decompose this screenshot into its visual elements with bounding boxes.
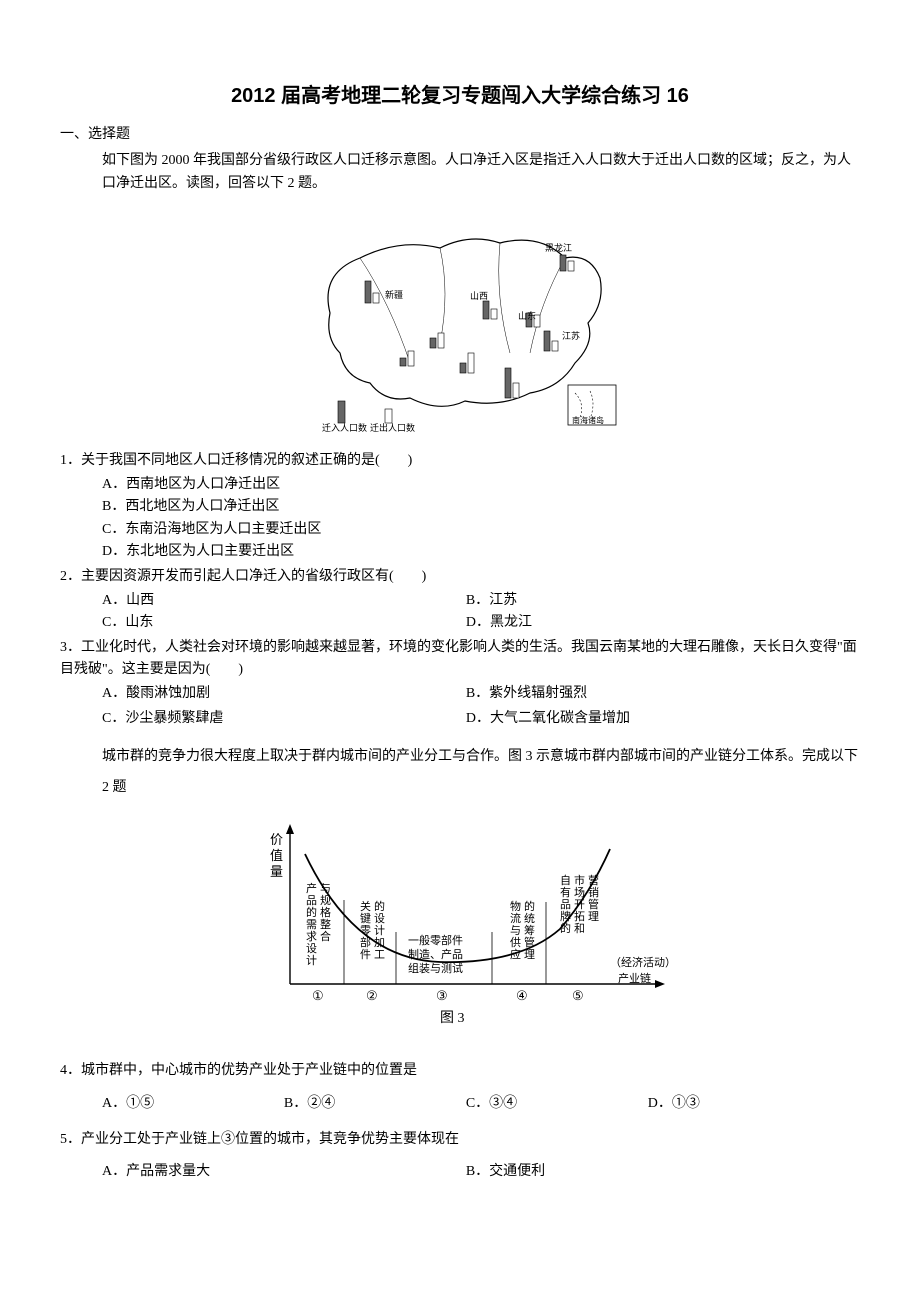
q3-stem: 3．工业化时代，人类社会对环境的影响越来越显著，环境的变化影响人类的生活。我国云… — [60, 637, 860, 682]
q4-options: A．①⑤ B．②④ C．③④ D．①③ — [102, 1093, 860, 1115]
q2-options: A．山西 B．江苏 C．山东 D．黑龙江 — [102, 590, 860, 635]
q1-opt-a: A．西南地区为人口净迁出区 — [102, 474, 860, 496]
col3-text-3: 组装与测试 — [408, 961, 463, 975]
q4-opt-b: B．②④ — [284, 1093, 466, 1115]
col2-text: 关键零部件 的设计加工 — [360, 899, 385, 961]
y-label-2: 值 — [270, 848, 283, 863]
q5-opt-b: B．交通便利 — [466, 1161, 830, 1183]
smile-curve-figure: 价 值 量 产品的需求设计 与规格整合 关键零部件 的设计加工 一般零部件 制造… — [60, 814, 860, 1042]
q2-opt-d: D．黑龙江 — [466, 612, 830, 634]
q4-opt-d: D．①③ — [648, 1093, 830, 1115]
q4-opt-a: A．①⑤ — [102, 1093, 284, 1115]
n5: ⑤ — [572, 988, 584, 1003]
q1-opt-b: B．西北地区为人口净迁出区 — [102, 496, 860, 518]
section-heading: 一、选择题 — [60, 124, 860, 146]
label-jiangsu: 江苏 — [562, 330, 580, 341]
q1-options: A．西南地区为人口净迁出区 B．西北地区为人口净迁出区 C．东南沿海地区为人口主… — [102, 474, 860, 564]
china-map-svg: 新疆 黑龙江 山西 江苏 迁入人口数 迁出人口数 南海诸岛 山东 — [290, 203, 630, 433]
col4-text: 物流与供应 的统筹管理 — [510, 899, 535, 961]
col1-text: 产品的需求设计 与规格整合 — [306, 881, 331, 967]
x-axis-label-1: （经济活动） — [610, 955, 676, 969]
q5-options: A．产品需求量大 B．交通便利 — [102, 1161, 860, 1183]
x-axis-label-2: 产业链 — [618, 971, 651, 985]
q5-opt-a: A．产品需求量大 — [102, 1161, 466, 1183]
q2-stem: 2．主要因资源开发而引起人口净迁入的省级行政区有( ) — [60, 566, 860, 588]
q3-opt-c: C．沙尘暴频繁肆虐 — [102, 708, 466, 730]
q3-opt-a: A．酸雨淋蚀加剧 — [102, 683, 466, 705]
q4-stem: 4．城市群中，中心城市的优势产业处于产业链中的位置是 — [60, 1060, 860, 1082]
q1-opt-d: D．东北地区为人口主要迁出区 — [102, 541, 860, 563]
y-label-1: 价 — [270, 832, 283, 847]
n1: ① — [312, 988, 324, 1003]
q2-opt-b: B．江苏 — [466, 590, 830, 612]
n3: ③ — [436, 988, 448, 1003]
q2-opt-a: A．山西 — [102, 590, 466, 612]
n4: ④ — [516, 988, 528, 1003]
intro-text-2: 城市群的竞争力很大程度上取决于群内城市间的产业分工与合作。图 3 示意城市群内部… — [102, 742, 860, 804]
col3-text-1: 一般零部件 — [408, 933, 463, 947]
q3-opt-d: D．大气二氧化碳含量增加 — [466, 708, 830, 730]
chart-caption: 图 3 — [440, 1011, 465, 1026]
label-shanxi: 山西 — [470, 291, 488, 301]
col3-text-2: 制造、产品 — [408, 947, 463, 961]
legend-out: 迁出人口数 — [370, 422, 415, 433]
label-shandong: 山东 — [518, 310, 536, 321]
col5-text: 自有品牌的 市场开拓和 营销管理 — [560, 873, 599, 935]
legend-in: 迁入人口数 — [322, 422, 367, 433]
q1-stem: 1．关于我国不同地区人口迁移情况的叙述正确的是( ) — [60, 450, 860, 472]
smile-curve-svg: 价 值 量 产品的需求设计 与规格整合 关键零部件 的设计加工 一般零部件 制造… — [230, 814, 690, 1034]
y-label-3: 量 — [270, 864, 283, 879]
n2: ② — [366, 988, 378, 1003]
china-map-figure: 新疆 黑龙江 山西 江苏 迁入人口数 迁出人口数 南海诸岛 山东 — [60, 203, 860, 441]
q4-opt-c: C．③④ — [466, 1093, 648, 1115]
intro-text-1: 如下图为 2000 年我国部分省级行政区人口迁移示意图。人口净迁入区是指迁入人口… — [102, 150, 860, 195]
label-heilongjiang: 黑龙江 — [545, 242, 572, 253]
q5-stem: 5．产业分工处于产业链上③位置的城市，其竞争优势主要体现在 — [60, 1129, 860, 1151]
q3-opt-b: B．紫外线辐射强烈 — [466, 683, 830, 705]
q1-opt-c: C．东南沿海地区为人口主要迁出区 — [102, 519, 860, 541]
q2-opt-c: C．山东 — [102, 612, 466, 634]
label-nanhai: 南海诸岛 — [572, 415, 604, 425]
q3-options: A．酸雨淋蚀加剧 B．紫外线辐射强烈 C．沙尘暴频繁肆虐 D．大气二氧化碳含量增… — [102, 683, 860, 732]
page-title: 2012 届高考地理二轮复习专题闯入大学综合练习 16 — [60, 80, 860, 112]
label-xinjiang: 新疆 — [385, 289, 403, 300]
